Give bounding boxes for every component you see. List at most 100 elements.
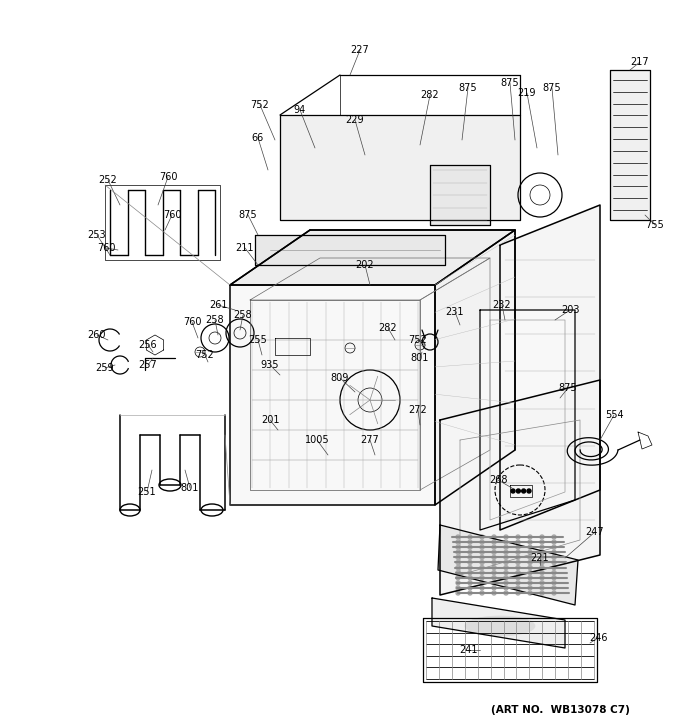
- Circle shape: [528, 566, 532, 570]
- Circle shape: [480, 581, 484, 585]
- Circle shape: [552, 535, 556, 539]
- Text: 755: 755: [645, 220, 664, 230]
- Circle shape: [504, 555, 508, 560]
- Polygon shape: [432, 598, 565, 648]
- Circle shape: [480, 560, 484, 565]
- Circle shape: [480, 586, 484, 590]
- Circle shape: [492, 555, 496, 560]
- Circle shape: [552, 560, 556, 565]
- Text: 252: 252: [99, 175, 118, 185]
- Circle shape: [516, 581, 520, 585]
- Text: 253: 253: [88, 230, 106, 240]
- Text: 268: 268: [489, 475, 507, 485]
- Circle shape: [528, 535, 532, 539]
- Circle shape: [480, 566, 484, 570]
- Circle shape: [528, 555, 532, 560]
- Text: 202: 202: [356, 260, 374, 270]
- Circle shape: [516, 566, 520, 570]
- Circle shape: [528, 586, 532, 590]
- Circle shape: [492, 540, 496, 544]
- Circle shape: [540, 566, 544, 570]
- Text: 801: 801: [181, 483, 199, 493]
- Text: 282: 282: [379, 323, 397, 333]
- Circle shape: [504, 581, 508, 585]
- Text: 257: 257: [139, 360, 157, 370]
- Circle shape: [528, 581, 532, 585]
- Circle shape: [516, 576, 520, 580]
- Circle shape: [468, 535, 472, 539]
- Circle shape: [552, 576, 556, 580]
- Ellipse shape: [465, 616, 535, 636]
- Circle shape: [516, 545, 520, 549]
- Circle shape: [456, 571, 460, 575]
- Circle shape: [480, 550, 484, 555]
- Circle shape: [528, 591, 532, 595]
- Text: 801: 801: [411, 353, 429, 363]
- Circle shape: [504, 535, 508, 539]
- Text: 1005: 1005: [305, 435, 329, 445]
- Circle shape: [456, 545, 460, 549]
- Text: 241: 241: [459, 645, 477, 655]
- Circle shape: [480, 571, 484, 575]
- Circle shape: [492, 581, 496, 585]
- Text: 256: 256: [139, 340, 157, 350]
- Circle shape: [480, 555, 484, 560]
- Circle shape: [527, 489, 531, 493]
- Text: 201: 201: [260, 415, 279, 425]
- Circle shape: [468, 591, 472, 595]
- Text: 247: 247: [585, 527, 605, 537]
- Text: 760: 760: [183, 317, 201, 327]
- Text: 875: 875: [500, 78, 520, 88]
- Circle shape: [552, 586, 556, 590]
- Circle shape: [552, 591, 556, 595]
- Circle shape: [516, 586, 520, 590]
- Text: 221: 221: [530, 553, 549, 563]
- Circle shape: [504, 540, 508, 544]
- Circle shape: [492, 535, 496, 539]
- Text: 554: 554: [605, 410, 624, 420]
- Circle shape: [540, 586, 544, 590]
- Circle shape: [456, 566, 460, 570]
- Circle shape: [552, 566, 556, 570]
- Text: 66: 66: [252, 133, 264, 143]
- Circle shape: [504, 560, 508, 565]
- Circle shape: [528, 550, 532, 555]
- Circle shape: [552, 571, 556, 575]
- Polygon shape: [438, 525, 578, 605]
- Circle shape: [456, 540, 460, 544]
- Text: 261: 261: [209, 300, 227, 310]
- Text: 282: 282: [421, 90, 439, 100]
- Text: 211: 211: [236, 243, 254, 253]
- Circle shape: [480, 545, 484, 549]
- Circle shape: [516, 489, 520, 493]
- Circle shape: [504, 576, 508, 580]
- Polygon shape: [430, 165, 490, 225]
- Text: 875: 875: [543, 83, 561, 93]
- Polygon shape: [230, 285, 435, 505]
- Circle shape: [492, 586, 496, 590]
- Circle shape: [480, 535, 484, 539]
- Circle shape: [516, 591, 520, 595]
- Circle shape: [492, 576, 496, 580]
- Circle shape: [492, 571, 496, 575]
- Circle shape: [504, 545, 508, 549]
- Text: 251: 251: [137, 487, 156, 497]
- Circle shape: [516, 540, 520, 544]
- Circle shape: [540, 591, 544, 595]
- Circle shape: [468, 586, 472, 590]
- Circle shape: [516, 555, 520, 560]
- Text: 232: 232: [493, 300, 511, 310]
- Circle shape: [540, 581, 544, 585]
- Circle shape: [492, 566, 496, 570]
- Circle shape: [504, 586, 508, 590]
- Circle shape: [540, 576, 544, 580]
- Circle shape: [528, 545, 532, 549]
- Text: 94: 94: [294, 105, 306, 115]
- Circle shape: [468, 545, 472, 549]
- Text: 752: 752: [196, 350, 214, 360]
- Text: 217: 217: [630, 57, 649, 67]
- Circle shape: [540, 555, 544, 560]
- Circle shape: [528, 560, 532, 565]
- Text: 752: 752: [409, 335, 427, 345]
- Circle shape: [468, 555, 472, 560]
